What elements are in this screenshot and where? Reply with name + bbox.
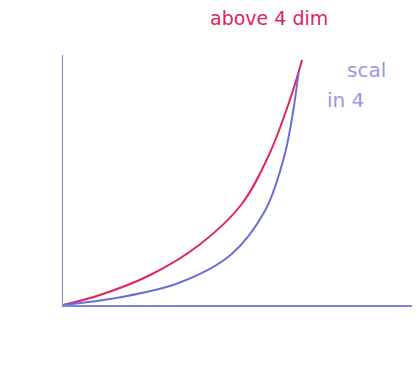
svg-text:in 4: in 4 bbox=[327, 88, 364, 112]
svg-text:above 4 dim: above 4 dim bbox=[210, 7, 328, 29]
svg-text:scal: scal bbox=[347, 58, 386, 82]
